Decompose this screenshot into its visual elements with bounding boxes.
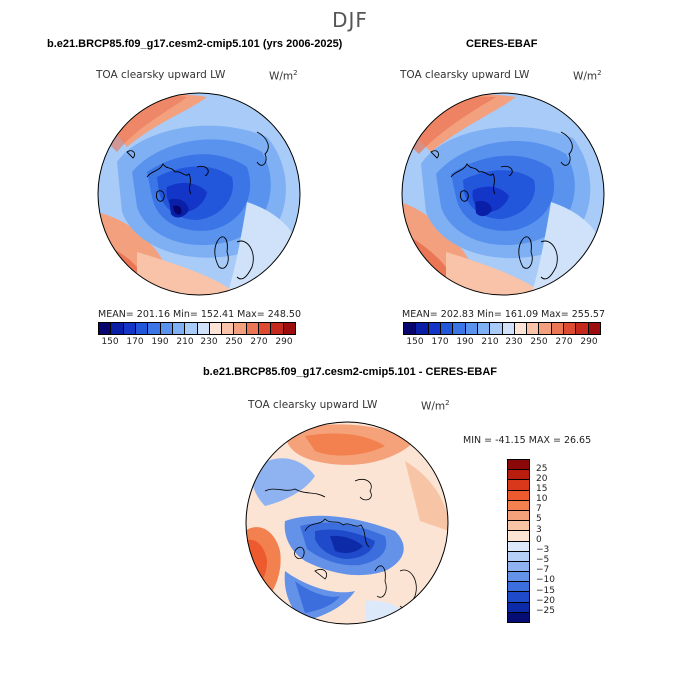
left-colorbar-bar	[98, 322, 296, 335]
right-tick: 170	[431, 337, 449, 347]
diff-tick: 15	[536, 484, 548, 494]
left-variable-label: TOA clearsky upward LW	[96, 69, 226, 81]
diff-tick: 10	[536, 494, 548, 504]
diff-tick: 0	[536, 535, 542, 545]
left-tick: 270	[250, 337, 268, 347]
left-colorbar: 150 170 190 210 230 250 270 290	[98, 322, 296, 347]
diff-tick: −3	[536, 545, 550, 555]
diff-tick: −10	[536, 575, 555, 585]
right-tick: 150	[406, 337, 424, 347]
diff-tick: 7	[536, 504, 542, 514]
season-title: DJF	[332, 8, 368, 32]
right-tick: 290	[580, 337, 598, 347]
diff-colorbar	[507, 459, 530, 623]
diff-tick: −5	[536, 555, 550, 565]
right-colorbar-bar	[403, 322, 601, 335]
diff-units-label: W/m2	[421, 399, 450, 413]
left-tick: 190	[151, 337, 169, 347]
right-polar-map	[401, 92, 605, 296]
left-stats: MEAN= 201.16 Min= 152.41 Max= 248.50	[98, 309, 302, 320]
left-panel-title: b.e21.BRCP85.f09_g17.cesm2-cmip5.101 (yr…	[47, 38, 343, 50]
right-tick: 210	[481, 337, 499, 347]
right-units-label: W/m2	[573, 69, 602, 83]
left-tick: 210	[176, 337, 194, 347]
right-stats: MEAN= 202.83 Min= 161.09 Max= 255.57	[402, 309, 606, 320]
diff-tick: 5	[536, 514, 542, 524]
diff-panel-title: b.e21.BRCP85.f09_g17.cesm2-cmip5.101 - C…	[202, 366, 498, 378]
diff-minmax: MIN = -41.15 MAX = 26.65	[463, 435, 592, 446]
left-tick: 150	[101, 337, 119, 347]
right-variable-label: TOA clearsky upward LW	[400, 69, 530, 81]
left-tick: 290	[275, 337, 293, 347]
diff-variable-label: TOA clearsky upward LW	[248, 399, 378, 411]
diff-polar-map	[245, 421, 449, 625]
right-tick: 270	[555, 337, 573, 347]
diff-tick: 20	[536, 474, 548, 484]
left-polar-map	[97, 92, 301, 296]
left-units-label: W/m2	[269, 69, 298, 83]
right-tick: 190	[456, 337, 474, 347]
left-tick: 170	[126, 337, 144, 347]
diff-tick: −20	[536, 596, 555, 606]
left-tick: 250	[225, 337, 243, 347]
diff-tick: −25	[536, 606, 555, 616]
diff-tick: −7	[536, 565, 550, 575]
right-panel-title: CERES-EBAF	[466, 38, 538, 50]
diff-tick: −15	[536, 586, 555, 596]
right-tick: 230	[505, 337, 523, 347]
diff-tick: 25	[536, 464, 548, 474]
diff-tick: 3	[536, 525, 542, 535]
right-colorbar: 150 170 190 210 230 250 270 290	[403, 322, 601, 347]
left-tick: 230	[200, 337, 218, 347]
right-tick: 250	[530, 337, 548, 347]
